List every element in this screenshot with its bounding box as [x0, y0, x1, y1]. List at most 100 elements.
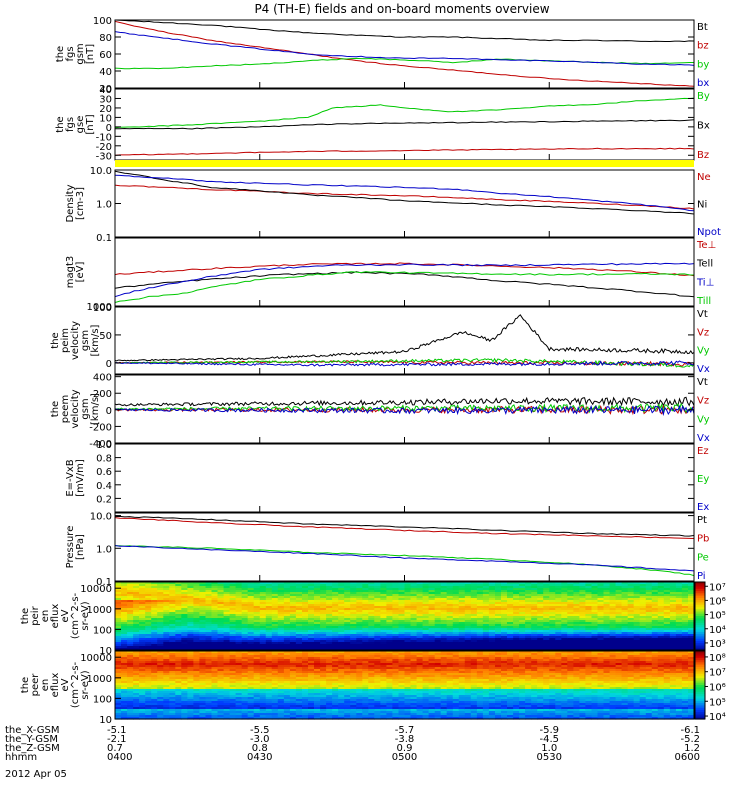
spectrogram-cell	[289, 590, 297, 593]
spectrogram-cell	[121, 618, 128, 621]
spectrogram-cell	[350, 596, 357, 599]
spectrogram-cell	[115, 604, 122, 607]
spectrogram-cell	[163, 628, 170, 631]
spectrogram-cell	[211, 689, 219, 692]
spectrogram-cell	[543, 588, 550, 591]
spectrogram-cell	[374, 582, 381, 585]
spectrogram-cell	[295, 701, 303, 704]
spectrogram-cell	[271, 634, 279, 637]
spectrogram-cell	[247, 657, 255, 660]
spectrogram-cell	[482, 628, 490, 631]
spectrogram-cell	[175, 616, 182, 619]
spectrogram-cell	[295, 592, 303, 595]
spectrogram-cell	[211, 640, 219, 643]
spectrogram-cell	[295, 584, 303, 587]
spectrogram-cell	[115, 681, 122, 684]
spectrogram-cell	[573, 618, 580, 621]
spectrogram-cell	[289, 681, 297, 684]
spectrogram-cell	[253, 646, 261, 649]
spectrogram-cell	[404, 610, 412, 613]
spectrogram-cell	[585, 610, 592, 613]
spectrogram-cell	[507, 638, 514, 641]
spectrogram-cell	[193, 594, 200, 597]
spectrogram-cell	[555, 586, 562, 589]
spectrogram-cell	[175, 711, 182, 714]
spectrogram-cell	[277, 592, 285, 595]
spectrogram-cell	[127, 612, 134, 615]
spectrogram-cell	[223, 592, 231, 595]
spectrogram-cell	[338, 679, 345, 682]
spectrogram-cell	[591, 636, 599, 639]
spectrogram-cell	[332, 618, 339, 621]
spectrogram-cell	[525, 644, 532, 647]
series-line-Vt	[115, 314, 694, 362]
spectrogram-cell	[277, 640, 285, 643]
spectrogram-cell	[187, 584, 194, 587]
spectrogram-cell	[133, 600, 140, 603]
spectrogram-cell	[495, 636, 502, 639]
spectrogram-cell	[464, 640, 472, 643]
spectrogram-cell	[163, 588, 170, 591]
spectrogram-cell	[627, 640, 635, 643]
spectrogram-cell	[362, 695, 369, 698]
panel-frame	[114, 169, 695, 238]
spectrogram-cell	[314, 697, 321, 700]
y-axis-label: gsm	[75, 43, 86, 64]
spectrogram-cell	[549, 646, 556, 649]
spectrogram-cell	[555, 592, 562, 595]
spectrogram-cell	[314, 608, 321, 611]
spectrogram-cell	[519, 634, 526, 637]
spectrogram-cell	[157, 701, 164, 704]
spectrogram-cell	[513, 594, 520, 597]
spectrogram-cell	[482, 590, 490, 593]
spectrogram-cell	[495, 600, 502, 603]
spectrogram-cell	[169, 687, 176, 690]
spectrogram-cell	[688, 600, 695, 603]
spectrogram-cell	[193, 695, 200, 698]
spectrogram-cell	[326, 606, 333, 609]
spectrogram-cell	[308, 683, 315, 686]
spectrogram-cell	[283, 634, 291, 637]
spectrogram-cell	[151, 586, 158, 589]
spectrogram-cell	[681, 642, 689, 645]
spectrogram-cell	[253, 602, 261, 605]
spectrogram-cell	[398, 624, 406, 627]
spectrogram-cell	[320, 632, 327, 635]
spectrogram-cell	[283, 638, 291, 641]
spectrogram-cell	[531, 610, 538, 613]
colorbar-segment	[695, 606, 705, 610]
spectrogram-cell	[211, 673, 219, 676]
spectrogram-cell	[265, 632, 273, 635]
spectrogram-cell	[338, 600, 345, 603]
spectrogram-cell	[338, 612, 345, 615]
spectrogram-cell	[338, 703, 345, 706]
spectrogram-cell	[507, 598, 514, 601]
spectrogram-cell	[669, 598, 677, 601]
spectrogram-cell	[561, 608, 568, 611]
spectrogram-cell	[283, 600, 291, 603]
spectrogram-cell	[543, 596, 550, 599]
spectrogram-cell	[115, 582, 122, 585]
spectrogram-cell	[603, 644, 611, 647]
spectrogram-cell	[169, 584, 176, 587]
spectrogram-cell	[229, 713, 237, 716]
spectrogram-cell	[537, 622, 544, 625]
spectrogram-cell	[663, 618, 671, 621]
y-tick-label: -200	[89, 422, 112, 433]
spectrogram-cell	[525, 614, 532, 617]
spectrogram-cell	[133, 614, 140, 617]
spectrogram-cell	[223, 715, 231, 718]
spectrogram-cell	[386, 588, 393, 591]
spectrogram-cell	[422, 594, 430, 597]
spectrogram-cell	[332, 687, 339, 690]
spectrogram-cell	[235, 711, 243, 714]
spectrogram-cell	[163, 699, 170, 702]
spectrogram-cell	[121, 697, 128, 700]
spectrogram-cell	[434, 630, 442, 633]
spectrogram-cell	[488, 630, 496, 633]
spectrogram-cell	[121, 626, 128, 629]
spectrogram-cell	[320, 681, 327, 684]
spectrogram-cell	[265, 592, 273, 595]
spectrogram-cell	[368, 598, 375, 601]
